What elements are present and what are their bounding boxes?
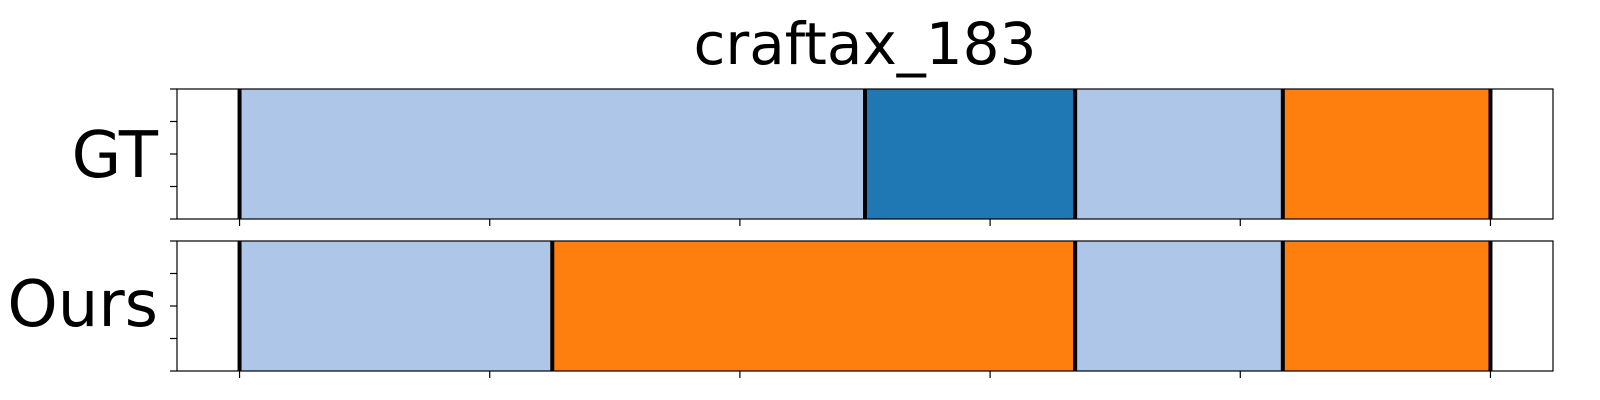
- row-label: GT: [72, 119, 159, 193]
- chart-rows: GT Ours: [7, 88, 1554, 378]
- segment-bar: [1282, 241, 1491, 371]
- row-gt: GT: [72, 88, 1554, 226]
- segment-bar: [1075, 89, 1283, 219]
- segment-bar: [1075, 241, 1283, 371]
- segment-bar: [552, 241, 1076, 371]
- row-ours: Ours: [7, 240, 1554, 378]
- segment-bar: [1282, 89, 1491, 219]
- segment-bar: [865, 89, 1076, 219]
- row-label: Ours: [7, 268, 158, 342]
- segment-bar: [239, 89, 865, 219]
- segment-bar: [239, 241, 553, 371]
- chart-title: craftax_183: [694, 10, 1037, 78]
